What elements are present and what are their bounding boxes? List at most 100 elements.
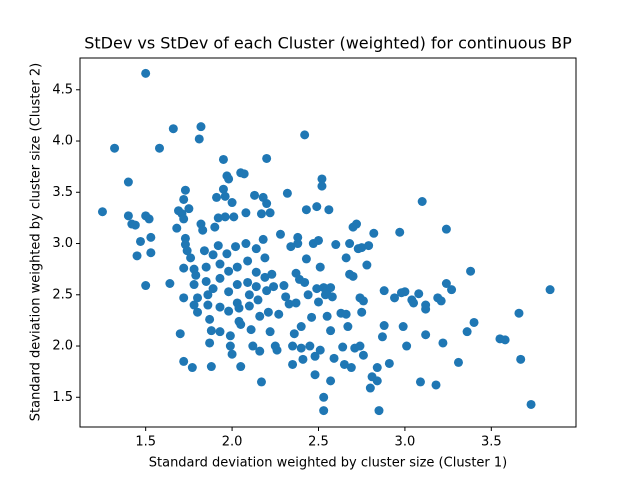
point — [343, 322, 353, 332]
x-tick-label: 2.5 — [308, 435, 329, 450]
point — [198, 225, 208, 235]
y-tick-label: 4.0 — [52, 134, 73, 149]
point — [225, 331, 235, 341]
point — [441, 224, 451, 234]
point — [205, 338, 215, 348]
point — [398, 322, 408, 332]
point — [355, 341, 365, 351]
point — [184, 204, 194, 214]
point — [215, 259, 225, 269]
point — [203, 300, 213, 310]
point — [267, 269, 277, 279]
point — [274, 309, 284, 319]
point — [189, 280, 199, 290]
point — [251, 244, 261, 254]
point — [312, 202, 322, 212]
point — [203, 290, 213, 300]
point — [172, 223, 182, 233]
y-tick-label: 4.5 — [52, 82, 73, 97]
point — [500, 335, 510, 345]
point — [227, 198, 237, 208]
y-tick-label: 2.0 — [52, 339, 73, 354]
point — [307, 312, 317, 322]
point — [362, 260, 372, 270]
point — [205, 314, 215, 324]
point — [293, 232, 303, 242]
point — [286, 242, 296, 252]
point — [236, 362, 246, 372]
point — [229, 212, 239, 222]
point — [239, 169, 249, 179]
point — [339, 359, 349, 369]
point — [231, 242, 241, 252]
y-tick-label: 3.0 — [52, 236, 73, 251]
point — [222, 249, 232, 259]
point — [236, 320, 246, 329]
point — [232, 280, 242, 290]
point — [346, 363, 356, 373]
point — [329, 353, 339, 363]
point — [300, 130, 310, 140]
point — [300, 277, 310, 287]
point — [146, 232, 156, 242]
point — [123, 177, 133, 187]
point — [253, 295, 263, 305]
point — [215, 273, 225, 283]
point — [225, 341, 235, 351]
point — [358, 350, 368, 360]
point — [305, 341, 315, 351]
point — [322, 311, 332, 321]
point — [199, 246, 209, 256]
point — [272, 345, 282, 355]
point — [296, 322, 306, 332]
point — [218, 154, 228, 164]
x-tick-label: 3.5 — [481, 435, 502, 450]
point — [453, 357, 463, 367]
point — [402, 341, 412, 351]
point — [365, 383, 375, 393]
point — [369, 228, 379, 238]
point — [400, 287, 410, 297]
point — [324, 205, 334, 215]
y-tick-label: 3.5 — [52, 185, 73, 200]
point — [379, 286, 389, 296]
point — [341, 309, 351, 319]
point — [301, 205, 311, 215]
point — [186, 253, 196, 263]
point — [317, 181, 327, 191]
point — [179, 214, 189, 224]
point — [374, 406, 384, 416]
point — [248, 341, 258, 351]
point — [232, 262, 242, 272]
point — [421, 300, 431, 310]
point — [243, 277, 253, 287]
point — [357, 243, 367, 253]
point — [255, 311, 265, 321]
point — [189, 300, 199, 310]
point — [196, 122, 206, 132]
point — [260, 272, 270, 282]
point — [288, 341, 298, 351]
point — [301, 254, 311, 264]
point — [224, 174, 234, 184]
point — [206, 362, 216, 372]
point — [146, 248, 156, 258]
point — [263, 307, 273, 317]
x-tick-label: 1.5 — [135, 435, 156, 450]
plot-area — [97, 68, 555, 416]
point — [179, 263, 189, 273]
point — [315, 345, 325, 355]
point — [317, 174, 327, 184]
point — [516, 354, 526, 364]
point — [110, 143, 120, 153]
point — [372, 363, 382, 373]
point — [282, 188, 292, 198]
y-axis-label: Standard deviation weighted by cluster s… — [29, 63, 44, 422]
point — [409, 298, 419, 308]
point — [193, 307, 203, 317]
point — [379, 321, 389, 331]
point — [220, 191, 230, 201]
point — [212, 192, 222, 202]
x-axis-label: Standard deviation weighted by cluster s… — [149, 456, 508, 471]
